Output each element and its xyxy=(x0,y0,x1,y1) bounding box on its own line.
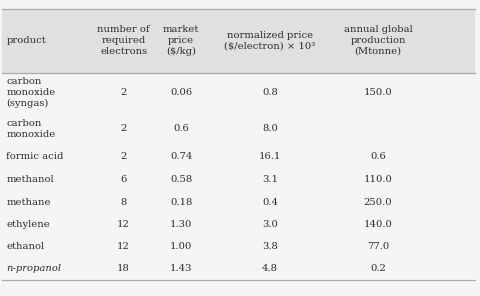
Text: 77.0: 77.0 xyxy=(367,242,389,251)
Text: 150.0: 150.0 xyxy=(364,88,392,97)
Text: 0.58: 0.58 xyxy=(170,175,192,184)
Text: 4.8: 4.8 xyxy=(262,264,278,273)
Text: number of
required
electrons: number of required electrons xyxy=(97,25,150,56)
Text: methane: methane xyxy=(6,197,51,207)
Text: 3.0: 3.0 xyxy=(262,220,278,229)
Text: 2: 2 xyxy=(120,124,127,133)
Bar xyxy=(2,9,475,73)
Text: 3.1: 3.1 xyxy=(262,175,278,184)
Text: 16.1: 16.1 xyxy=(259,152,281,161)
Text: ethanol: ethanol xyxy=(6,242,44,251)
Text: 0.4: 0.4 xyxy=(262,197,278,207)
Text: product: product xyxy=(6,36,46,45)
Text: 250.0: 250.0 xyxy=(364,197,392,207)
Text: 8.0: 8.0 xyxy=(262,124,278,133)
Text: 0.6: 0.6 xyxy=(370,152,386,161)
Text: 1.00: 1.00 xyxy=(170,242,192,251)
Text: ethylene: ethylene xyxy=(6,220,50,229)
Text: 8: 8 xyxy=(120,197,127,207)
Bar xyxy=(2,73,475,280)
Text: 0.2: 0.2 xyxy=(370,264,386,273)
Text: 2: 2 xyxy=(120,152,127,161)
Text: 1.43: 1.43 xyxy=(170,264,192,273)
Text: 12: 12 xyxy=(117,242,130,251)
Text: 1.30: 1.30 xyxy=(170,220,192,229)
Text: market
price
($/kg): market price ($/kg) xyxy=(163,25,199,56)
Text: 0.74: 0.74 xyxy=(170,152,192,161)
Text: 3.8: 3.8 xyxy=(262,242,278,251)
Text: 140.0: 140.0 xyxy=(363,220,393,229)
Text: 0.18: 0.18 xyxy=(170,197,192,207)
Text: carbon
monoxide
(syngas): carbon monoxide (syngas) xyxy=(6,77,56,108)
Text: 0.8: 0.8 xyxy=(262,88,278,97)
Text: formic acid: formic acid xyxy=(6,152,64,161)
Text: methanol: methanol xyxy=(6,175,54,184)
Text: 110.0: 110.0 xyxy=(363,175,393,184)
Text: normalized price
($/electron) × 10³: normalized price ($/electron) × 10³ xyxy=(224,31,316,51)
Text: carbon
monoxide: carbon monoxide xyxy=(6,119,56,139)
Text: annual global
production
(Mtonne): annual global production (Mtonne) xyxy=(344,25,412,56)
Text: 2: 2 xyxy=(120,88,127,97)
Text: 6: 6 xyxy=(120,175,127,184)
Text: 18: 18 xyxy=(117,264,130,273)
Text: 0.06: 0.06 xyxy=(170,88,192,97)
Text: 0.6: 0.6 xyxy=(173,124,189,133)
Text: n-propanol: n-propanol xyxy=(6,264,61,273)
Text: 12: 12 xyxy=(117,220,130,229)
